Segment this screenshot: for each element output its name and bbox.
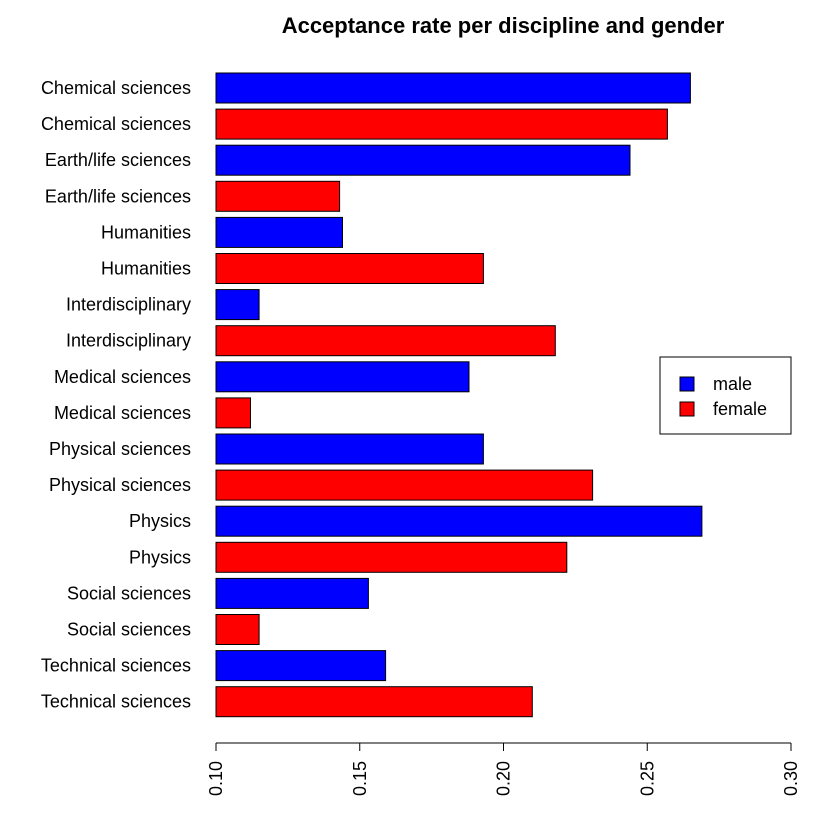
- category-labels: Chemical sciences Chemical sciences Earth/…: [41, 78, 191, 712]
- category-label-chemical-sciences-male: Chemical sciences: [41, 78, 191, 98]
- category-label-interdisciplinary-male: Interdisciplinary: [66, 295, 191, 315]
- category-label-social-sciences-female: Social sciences: [67, 620, 191, 640]
- category-label-chemical-sciences-female: Chemical sciences: [41, 114, 191, 134]
- category-label-physical-sciences-male: Physical sciences: [49, 439, 191, 459]
- category-label-medical-sciences-female: Medical sciences: [54, 403, 191, 423]
- bars-layer: [215, 72, 703, 718]
- legend: male female: [659, 356, 792, 435]
- legend-label-male: male: [713, 374, 752, 394]
- category-label-physics-female: Physics: [129, 547, 191, 567]
- x-tick-label: 0.15: [350, 761, 370, 796]
- bar-medical-sciences-male: [215, 361, 470, 393]
- x-axis: 0.10 0.15 0.20 0.25 0.30: [206, 742, 801, 796]
- bar-chemical-sciences-male: [215, 72, 691, 104]
- bar-interdisciplinary-male: [215, 289, 260, 321]
- bar-social-sciences-female: [215, 614, 260, 645]
- bar-earth-life-sciences-male: [215, 144, 631, 176]
- x-tick-label: 0.10: [206, 761, 226, 796]
- bar-humanities-male: [215, 216, 343, 248]
- category-label-interdisciplinary-female: Interdisciplinary: [66, 331, 191, 351]
- bar-chemical-sciences-female: [215, 108, 668, 140]
- bar-physical-sciences-female: [215, 469, 594, 501]
- bar-physics-female: [215, 541, 568, 573]
- category-label-technical-sciences-female: Technical sciences: [41, 692, 191, 712]
- category-label-technical-sciences-male: Technical sciences: [41, 656, 191, 676]
- bar-social-sciences-male: [215, 577, 369, 609]
- x-tick-label: 0.20: [494, 761, 514, 796]
- legend-swatch-male: [679, 376, 695, 392]
- bar-technical-sciences-female: [215, 686, 533, 718]
- bar-medical-sciences-female: [215, 397, 251, 429]
- legend-box: [659, 356, 792, 435]
- category-label-physics-male: Physics: [129, 511, 191, 531]
- x-tick-label: 0.25: [637, 761, 657, 796]
- category-label-social-sciences-male: Social sciences: [67, 583, 191, 603]
- legend-swatch-female: [679, 401, 695, 417]
- bar-physics-male: [215, 505, 703, 537]
- x-tick-label: 0.30: [781, 761, 801, 796]
- bar-physical-sciences-male: [215, 433, 484, 465]
- bar-earth-life-sciences-female: [215, 180, 341, 212]
- category-label-physical-sciences-female: Physical sciences: [49, 475, 191, 495]
- legend-label-female: female: [713, 399, 767, 419]
- chart-title: Acceptance rate per discipline and gende…: [282, 13, 725, 38]
- category-label-humanities-female: Humanities: [101, 259, 191, 279]
- category-label-humanities-male: Humanities: [101, 222, 191, 242]
- bar-humanities-female: [215, 253, 484, 284]
- bar-interdisciplinary-female: [215, 325, 556, 357]
- category-label-medical-sciences-male: Medical sciences: [54, 367, 191, 387]
- bar-technical-sciences-male: [215, 650, 387, 682]
- category-label-earth-life-sciences-female: Earth/life sciences: [45, 186, 191, 206]
- category-label-earth-life-sciences-male: Earth/life sciences: [45, 150, 191, 170]
